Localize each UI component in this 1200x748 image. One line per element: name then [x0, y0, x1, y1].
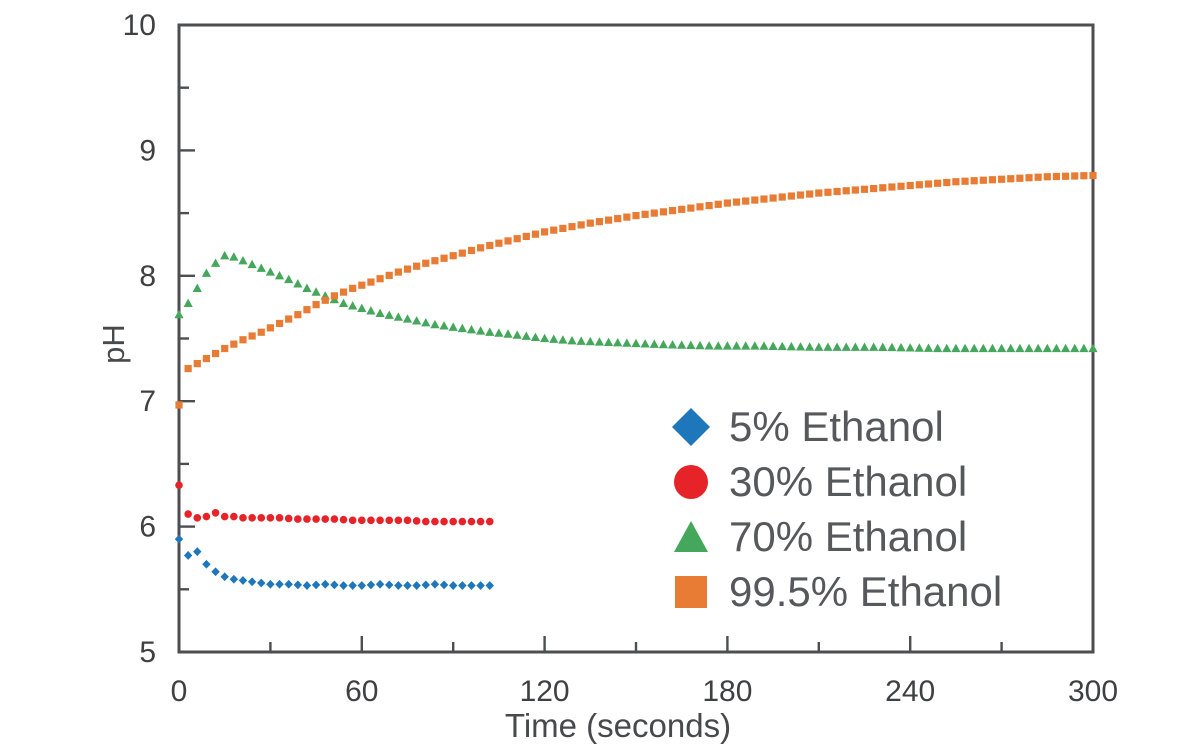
- legend-label: 99.5% Ethanol: [729, 567, 1003, 615]
- x-tick-label: 180: [702, 675, 752, 708]
- diamond-icon: [672, 407, 710, 446]
- y-tick-label: 6: [139, 511, 156, 544]
- x-axis-title: Time (seconds): [504, 707, 732, 744]
- square-icon: [675, 575, 707, 608]
- triangle-icon: [674, 520, 708, 552]
- x-tick-label: 240: [885, 675, 935, 708]
- legend-item-5-ethanol: 5% Ethanol: [672, 399, 1002, 454]
- axis-ticks: [177, 23, 1095, 654]
- legend: 5% Ethanol 30% Ethanol 70% Ethanol 99.5% Et…: [672, 399, 1002, 619]
- legend-label: 5% Ethanol: [729, 402, 944, 450]
- legend-label: 30% Ethanol: [729, 457, 968, 505]
- y-tick-label: 10: [123, 9, 156, 42]
- circle-icon: [674, 464, 708, 499]
- y-tick-label: 9: [139, 134, 156, 167]
- x-tick-label: 60: [345, 675, 378, 708]
- legend-item-30-ethanol: 30% Ethanol: [672, 454, 1002, 509]
- x-tick-label: 300: [1068, 675, 1118, 708]
- series-5-ethanol: [174, 534, 494, 590]
- series-30-ethanol: [175, 481, 494, 526]
- x-tick-label: 120: [520, 675, 570, 708]
- y-tick-label: 5: [139, 636, 156, 669]
- x-tick-label: 0: [171, 675, 188, 708]
- series-99-5-ethanol: [175, 171, 1097, 409]
- legend-label: 70% Ethanol: [729, 512, 968, 560]
- y-axis-title: pH: [96, 324, 131, 364]
- legend-item-70-ethanol: 70% Ethanol: [672, 509, 1002, 564]
- legend-item-99-5-ethanol: 99.5% Ethanol: [672, 564, 1002, 619]
- series-70-ethanol: [174, 250, 1098, 353]
- y-tick-label: 7: [139, 385, 156, 418]
- tick-labels: 10 9 8 7 6 50 60 120 180 240 300: [123, 9, 1118, 708]
- plot-border: [177, 23, 1095, 654]
- y-tick-label: 8: [139, 260, 156, 293]
